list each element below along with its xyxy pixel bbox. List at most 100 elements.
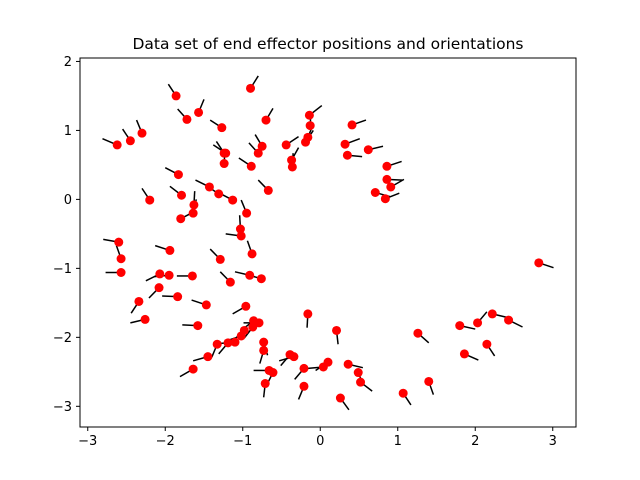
position-point (116, 268, 126, 278)
position-point (219, 159, 229, 169)
position-point (268, 368, 278, 378)
position-point (257, 141, 267, 151)
position-point (363, 145, 373, 155)
position-point (482, 339, 492, 349)
position-point (335, 393, 345, 403)
position-point (235, 224, 245, 234)
position-point (165, 245, 175, 255)
position-point (263, 185, 273, 195)
position-point (299, 363, 309, 373)
position-point (182, 114, 192, 124)
position-point (173, 292, 183, 302)
position-point (242, 208, 252, 218)
position-point (114, 237, 124, 247)
position-point (246, 161, 256, 171)
position-point (134, 296, 144, 306)
position-point (171, 91, 181, 101)
position-point (223, 338, 233, 348)
position-markers (112, 83, 544, 403)
position-point (246, 83, 255, 93)
x-tick-label: 1 (394, 434, 402, 449)
position-point (154, 283, 164, 293)
position-point (177, 190, 187, 200)
position-point (256, 274, 266, 284)
position-point (356, 377, 366, 387)
position-point (261, 115, 271, 125)
position-point (236, 231, 246, 241)
position-point (188, 364, 198, 374)
position-point (201, 300, 211, 310)
position-point (370, 187, 380, 197)
x-axis-ticks: −3 −2 −1 0 1 2 3 (78, 427, 557, 449)
position-point (534, 258, 544, 268)
position-point (287, 162, 297, 172)
position-point (145, 195, 155, 205)
position-point (303, 309, 313, 319)
position-point (398, 388, 408, 398)
position-point (281, 140, 291, 150)
position-point (382, 161, 392, 171)
position-point (386, 182, 396, 192)
x-tick-label: 0 (316, 434, 324, 449)
position-point (289, 352, 299, 362)
plot-area-frame (79, 57, 577, 428)
y-axis-ticks: −3 −2 −1 0 1 2 (53, 55, 80, 415)
position-point (413, 328, 423, 338)
position-point (155, 269, 165, 279)
position-point (347, 120, 357, 130)
position-point (236, 331, 246, 341)
y-tick-label: −1 (53, 262, 72, 277)
position-point (189, 200, 199, 210)
position-point (164, 270, 174, 280)
position-point (204, 182, 214, 192)
position-point (193, 321, 203, 331)
position-point (287, 155, 297, 165)
y-tick-label: −2 (53, 331, 72, 346)
position-point (112, 140, 122, 150)
position-point (241, 301, 251, 311)
position-point (116, 254, 126, 264)
position-point (248, 322, 258, 332)
position-point (343, 359, 353, 369)
position-point (259, 345, 269, 355)
position-point (259, 337, 269, 347)
position-point (455, 321, 465, 331)
position-point (137, 128, 147, 138)
position-point (353, 368, 363, 378)
x-tick-label: 2 (471, 434, 479, 449)
position-point (203, 352, 213, 362)
y-tick-label: 1 (64, 124, 72, 139)
position-point (125, 136, 135, 146)
position-point (219, 148, 229, 158)
y-tick-label: 2 (64, 55, 72, 70)
position-point (188, 208, 198, 218)
position-point (245, 270, 255, 280)
position-point (459, 349, 469, 359)
position-point (187, 271, 197, 281)
position-point (424, 376, 434, 386)
y-tick-label: 0 (64, 193, 72, 208)
position-point (228, 195, 238, 205)
position-point (487, 309, 497, 319)
position-point (504, 315, 514, 325)
position-point (380, 194, 390, 204)
position-point (382, 174, 392, 184)
position-point (212, 339, 222, 349)
position-point (253, 148, 263, 158)
position-point (304, 110, 314, 120)
position-point (140, 314, 150, 324)
x-tick-label: −1 (233, 434, 252, 449)
position-point (305, 121, 315, 131)
position-point (260, 379, 270, 389)
chart-title: Data set of end effector positions and o… (132, 35, 523, 53)
position-point (301, 137, 311, 147)
position-point (230, 337, 240, 347)
position-point (173, 170, 183, 180)
position-point (340, 139, 350, 149)
position-point (332, 325, 342, 335)
position-point (194, 107, 204, 117)
position-point (214, 189, 224, 199)
x-tick-label: −3 (78, 434, 97, 449)
position-point (225, 277, 235, 287)
